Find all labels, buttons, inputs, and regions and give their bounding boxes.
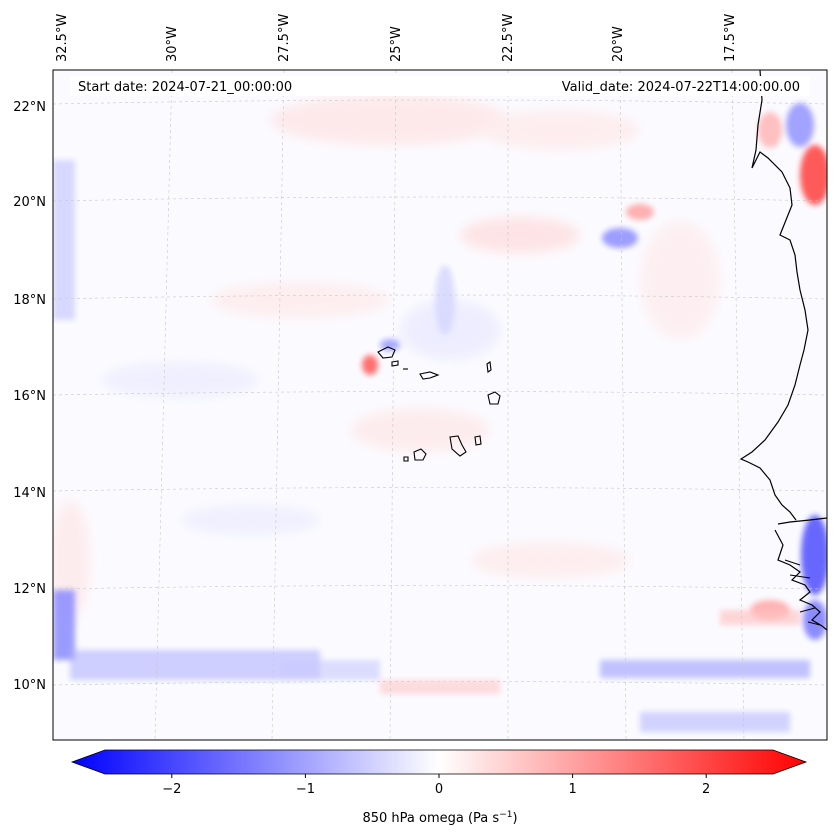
colorbar-tick-label: 1: [568, 782, 576, 797]
colorbar-tick-label: 0: [435, 782, 443, 797]
start-date-label: Start date: 2024-07-21_00:00:00: [78, 80, 292, 95]
colorbar-tick-label: −1: [296, 782, 315, 797]
lon-label-25w: 25°W: [389, 26, 404, 62]
africa-coastline-guinea: [774, 529, 827, 631]
island-santiago: [449, 435, 467, 457]
longitude-labels: 32.5°W 30°W 27.5°W 25°W 22.5°W 20°W 17.5…: [55, 14, 738, 62]
colorbar-tick-label: −2: [162, 782, 181, 797]
map-background: [53, 70, 827, 740]
header-box: [70, 76, 810, 96]
map-frame: [52, 69, 828, 741]
lat-label-18n: 18°N: [13, 293, 46, 308]
africa-coastline-gambia: [777, 517, 827, 525]
coastlines: [739, 70, 827, 631]
lon-label-17-5w: 17.5°W: [723, 14, 738, 62]
lat-label-14n: 14°N: [13, 486, 46, 501]
latitude-labels: 22°N 20°N 18°N 16°N 14°N 12°N 10°N: [13, 100, 46, 693]
colorbar-ticks: −2 −1 0 1 2: [162, 774, 710, 797]
island-sal: [486, 361, 492, 373]
lat-label-22n: 22°N: [13, 100, 46, 115]
island-boa-vista: [487, 391, 501, 405]
gridlines: [53, 70, 827, 740]
cape-verde-islands: [377, 346, 501, 462]
lat-label-16n: 16°N: [13, 389, 46, 404]
colorbar: −2 −1 0 1 2 850 hPa omega (Pa s−1): [70, 749, 808, 826]
lat-label-20n: 20°N: [13, 195, 46, 210]
lon-label-20w: 20°W: [611, 26, 626, 62]
lat-label-12n: 12°N: [13, 582, 46, 597]
island-santo-antao: [377, 346, 396, 359]
island-fogo: [413, 448, 427, 461]
island-sao-nicolau: [419, 371, 440, 380]
africa-coastline-north: [739, 70, 809, 521]
lat-label-10n: 10°N: [13, 678, 46, 693]
colorbar-label: 850 hPa omega (Pa s−1): [362, 810, 517, 826]
colorbar-tick-label: 2: [702, 782, 710, 797]
map-panel: Start date: 2024-07-21_00:00:00 Valid_da…: [52, 69, 828, 741]
island-maio: [474, 435, 482, 446]
island-sao-vicente: [391, 360, 399, 367]
valid-date-label: Valid_date: 2024-07-22T14:00:00.00: [562, 80, 800, 95]
omega-field: [53, 95, 827, 732]
lon-label-27-5w: 27.5°W: [277, 14, 292, 62]
lon-label-32-5w: 32.5°W: [55, 14, 70, 62]
lon-label-30w: 30°W: [165, 26, 180, 62]
colorbar-body: [70, 749, 808, 775]
lon-label-22-5w: 22.5°W: [501, 14, 516, 62]
island-brava: [403, 456, 409, 462]
